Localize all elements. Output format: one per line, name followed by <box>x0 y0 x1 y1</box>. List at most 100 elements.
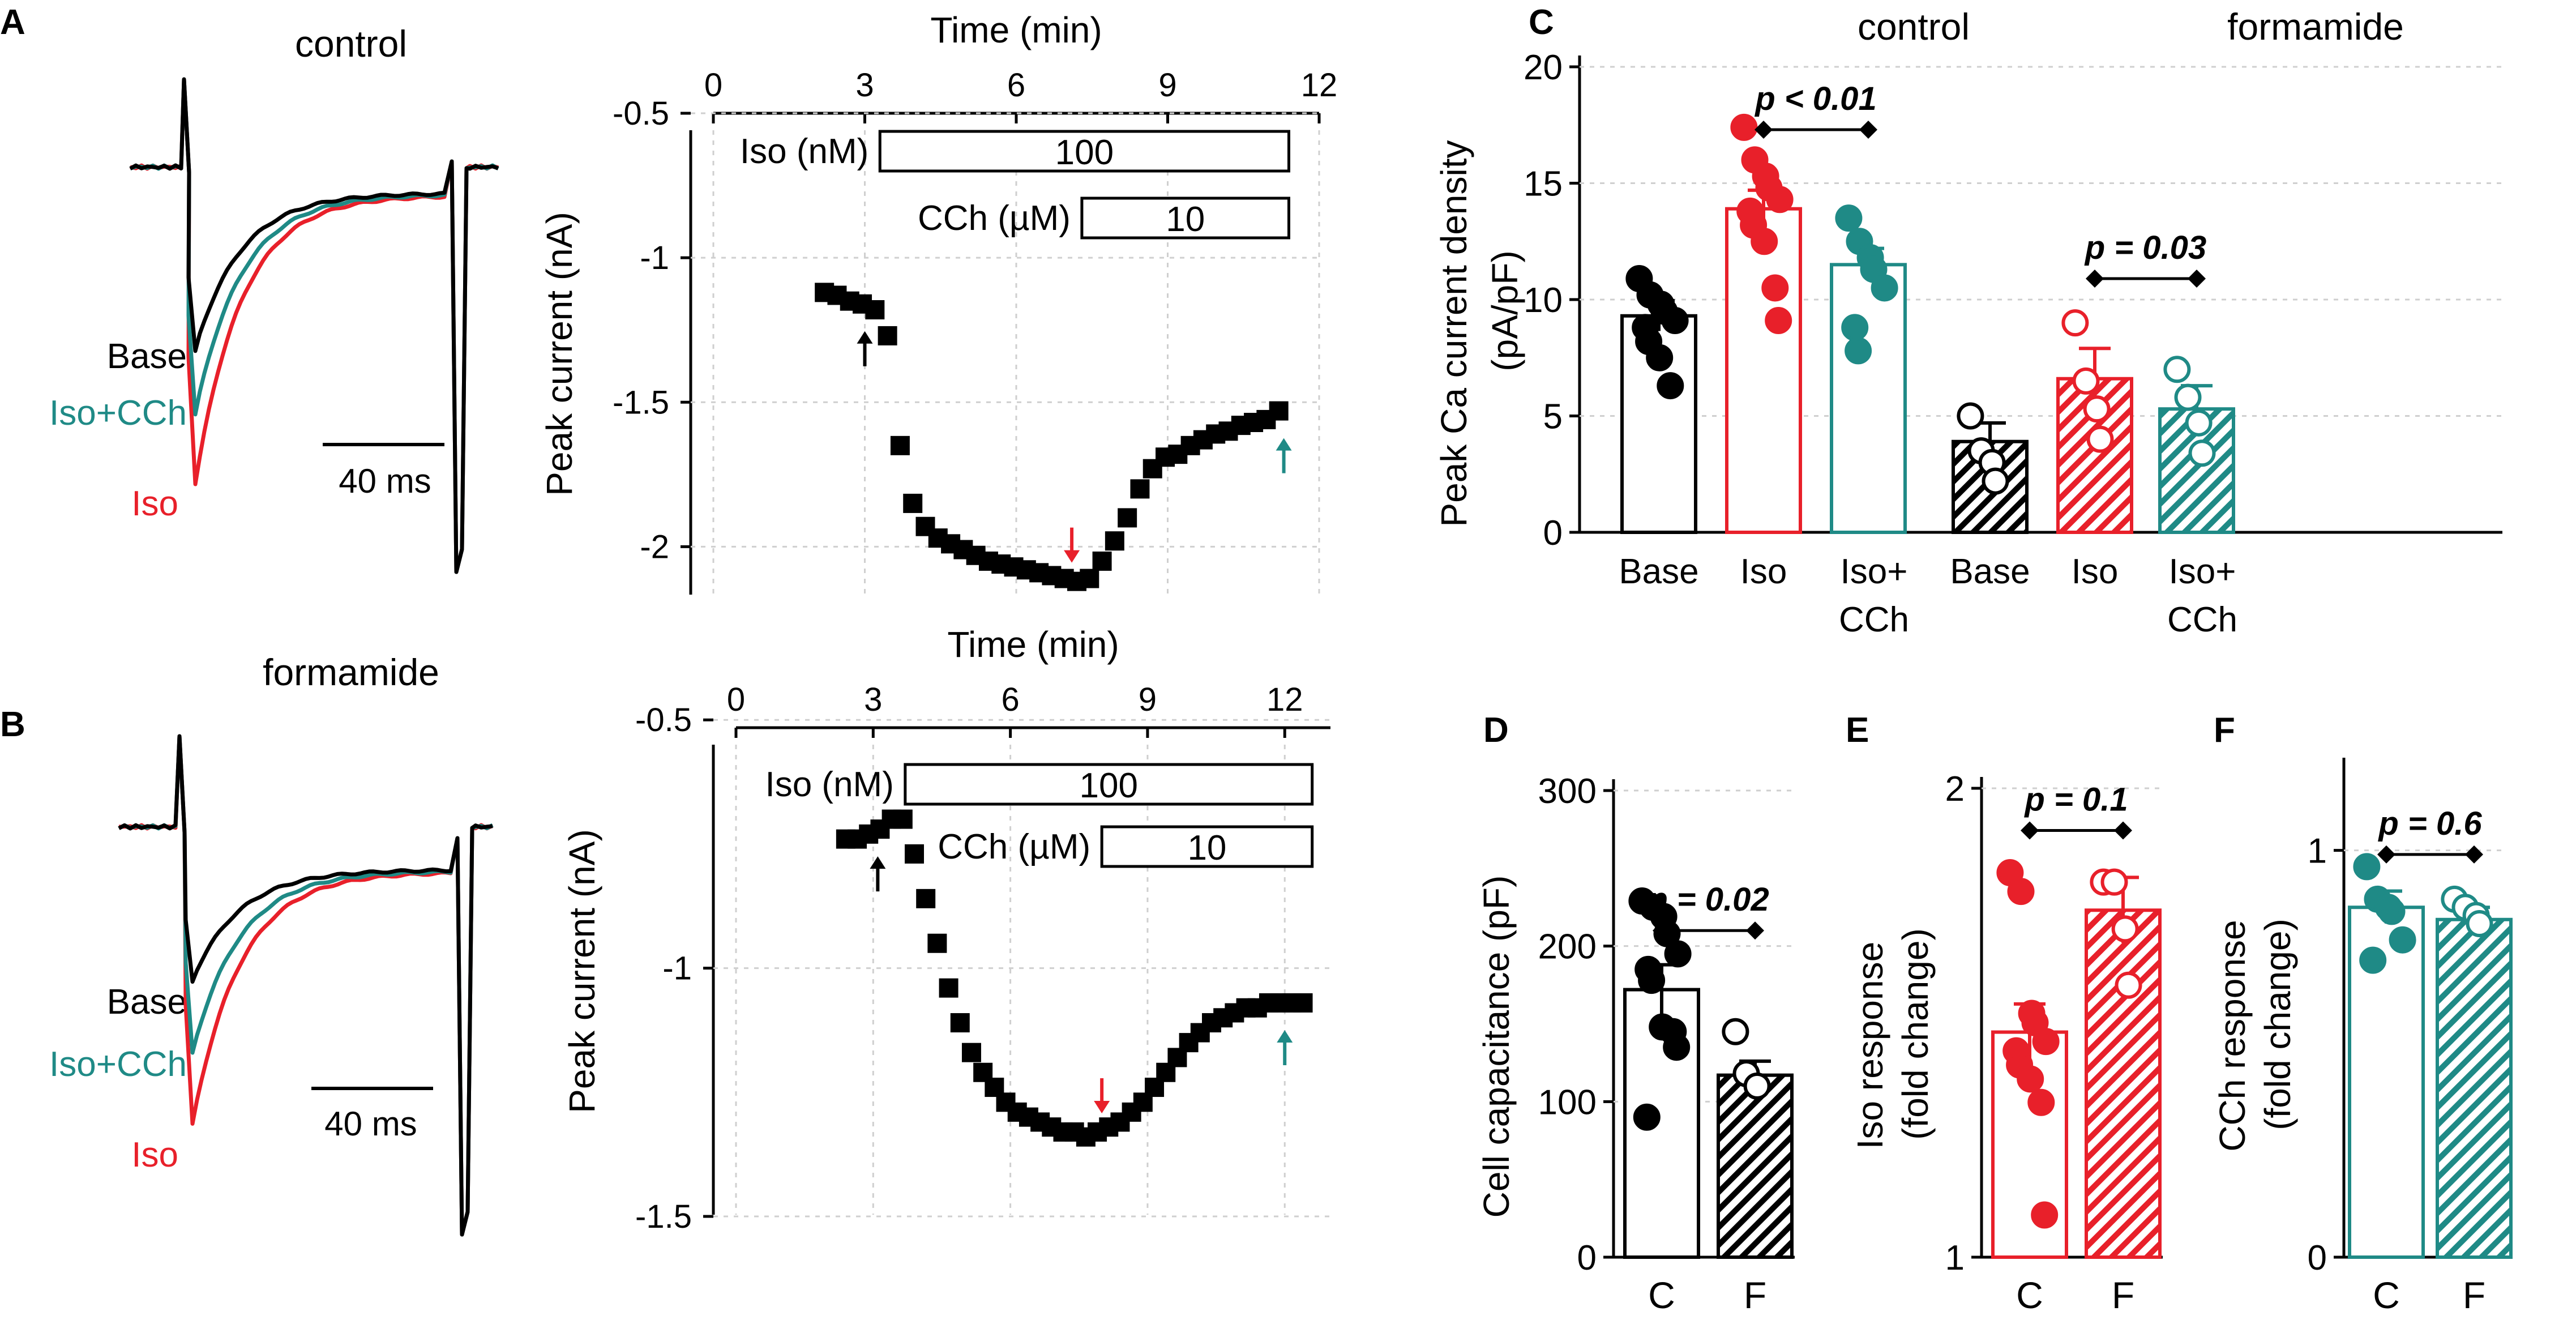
data-point <box>2017 1065 2044 1093</box>
data-point <box>1105 531 1124 551</box>
y-axis-label: Peak Ca current density <box>1434 140 1474 527</box>
panel-letter-e: E <box>1846 711 1869 750</box>
y-tick-label: 100 <box>1538 1083 1597 1122</box>
y-tick-label: -0.5 <box>613 95 669 132</box>
x-tick-label: 3 <box>864 681 882 718</box>
chart-f: 0 1 CCh response (fold change) C Fp = 0.6 <box>2212 758 2513 1316</box>
iso-bar-value: 100 <box>1080 766 1138 805</box>
x-category-label: Iso <box>2072 552 2119 591</box>
significance-marker <box>1746 921 1764 940</box>
data-point <box>1661 306 1689 334</box>
panel-b-title: formamide <box>263 651 439 693</box>
data-point <box>1835 204 1863 232</box>
data-point <box>1664 940 1692 968</box>
panel-letter-b: B <box>0 705 25 744</box>
data-point <box>2061 309 2089 337</box>
y-tick-label: 0 <box>1577 1238 1597 1278</box>
data-point <box>2174 383 2202 411</box>
legend-iso: Iso <box>131 484 178 523</box>
data-point <box>2007 878 2035 906</box>
data-point <box>1092 551 1112 571</box>
data-point <box>2032 1028 2060 1056</box>
data-point <box>916 889 936 908</box>
chart-e: 1 2 Iso response (fold change) C Fp = 0.1 <box>1850 770 2163 1316</box>
iso-bar-value: 100 <box>1055 133 1114 172</box>
data-point <box>903 493 923 513</box>
panel-letter-f: F <box>2214 711 2235 750</box>
y-tick-label: 0 <box>2308 1238 2327 1278</box>
y-axis-label: Cell capacitance (pF) <box>1476 875 1517 1218</box>
cch-bar-value: 10 <box>1187 828 1226 868</box>
trace-iso <box>130 77 499 574</box>
y-axis-label: Peak current (nA) <box>562 829 602 1113</box>
p-value-label: p = 0.03 <box>2084 229 2206 266</box>
x-tick-label: 9 <box>1158 67 1176 104</box>
p-value-label: p = 0.1 <box>2023 781 2128 818</box>
data-point <box>927 933 947 953</box>
x-axis-label: Time (min) <box>930 10 1102 50</box>
y-tick-label: 15 <box>1524 165 1563 204</box>
data-point <box>878 326 897 345</box>
data-point <box>2083 395 2111 423</box>
scalebar-label: 40 ms <box>339 462 431 500</box>
y-axis-label: Iso response <box>1850 942 1890 1149</box>
data-point <box>950 1013 970 1033</box>
bar <box>1830 263 1907 534</box>
y-tick-label: 10 <box>1524 281 1563 320</box>
marker-arrow-head <box>857 331 873 344</box>
legend-base: Base <box>107 983 187 1022</box>
data-point <box>1761 274 1789 302</box>
trace-legend-a: Base Iso+CCh Iso 40 ms <box>49 337 444 523</box>
significance-marker <box>2086 270 2104 288</box>
x-category-label: Iso+ <box>2169 552 2236 591</box>
panel-c-title-control: control <box>1858 6 1970 48</box>
y-axis-label: Peak current (nA) <box>539 212 580 496</box>
panel-a-title: control <box>295 23 407 65</box>
x-category-label: F <box>1744 1274 1766 1316</box>
data-point <box>2359 946 2387 974</box>
y-axis-label: CCh response <box>2212 920 2253 1151</box>
p-value-label: p < 0.01 <box>1754 80 1876 117</box>
data-point <box>890 435 910 455</box>
marker-arrow-head <box>1277 1030 1293 1043</box>
significance-marker <box>1859 120 1877 139</box>
y-tick-label: -1.5 <box>635 1198 692 1235</box>
x-tick-label: 0 <box>727 681 745 718</box>
x-tick-label: 12 <box>1301 67 1338 104</box>
legend-iso-cch: Iso+CCh <box>49 394 187 433</box>
data-point <box>1766 186 1794 213</box>
data-point <box>1765 306 1792 334</box>
x-tick-label: 6 <box>1007 67 1025 104</box>
panel-letter-c: C <box>1529 3 1554 42</box>
p-value-label: p = 0.6 <box>2377 805 2482 842</box>
y-tick-label: -0.5 <box>635 702 692 738</box>
y-tick-label: -2 <box>640 528 669 565</box>
data-point <box>1633 1103 1661 1131</box>
x-category-label: CCh <box>2167 600 2237 639</box>
data-point <box>2353 853 2381 881</box>
y-tick-label: -1.5 <box>613 384 669 421</box>
data-point <box>1657 372 1684 400</box>
iso-application-bar <box>878 130 1290 173</box>
data-point <box>1638 967 1666 994</box>
data-point <box>2466 909 2493 937</box>
scalebar-label: 40 ms <box>324 1105 417 1143</box>
x-category-label: F <box>2463 1274 2485 1316</box>
p-value-label: p = 0.02 <box>1646 881 1769 918</box>
data-point <box>2031 1201 2059 1229</box>
x-tick-label: 12 <box>1266 681 1303 718</box>
y-tick-label: 20 <box>1524 48 1563 87</box>
y-tick-label: 1 <box>2308 832 2327 871</box>
trace-base <box>118 734 493 1237</box>
x-category-label: C <box>2373 1274 2400 1316</box>
chart-b-traces <box>118 734 494 1237</box>
data-point <box>2115 971 2142 999</box>
data-point <box>2086 425 2114 453</box>
bar <box>1620 314 1697 535</box>
x-category-label: C <box>1648 1274 1675 1316</box>
data-point <box>1118 508 1137 528</box>
data-point <box>2027 1088 2055 1116</box>
chart-a-time: Time (min) 0 3 6 9 12 Peak current (nA) -0.5 -1 -… <box>539 10 1337 595</box>
data-point <box>1722 1018 1749 1045</box>
